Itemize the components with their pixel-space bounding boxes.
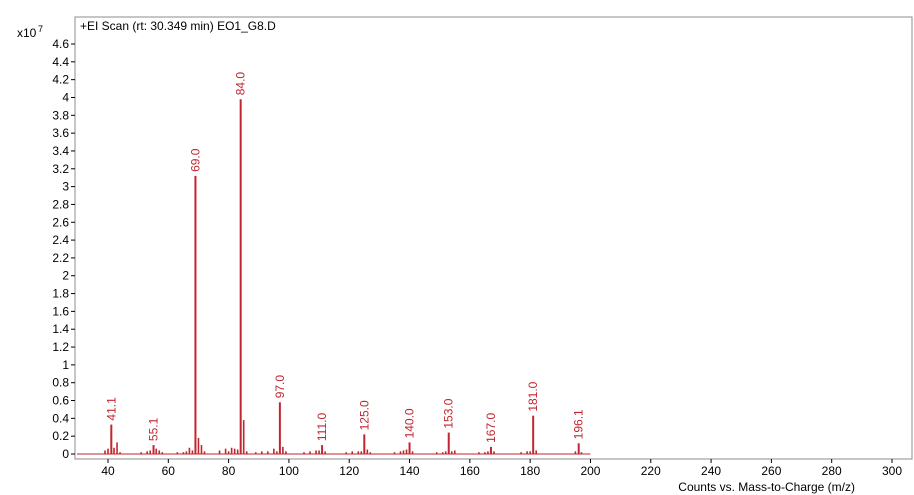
y-axis: 0 0.2 0.4 0.6 0.8 1 1.2 1.4 1.6 1.8 2 2.2 2.4 2.6 2.8 3… xyxy=(52,37,75,461)
x-tick-label: 300 xyxy=(882,464,902,478)
y-tick-label: 0.8 xyxy=(52,376,69,390)
x-tick-label: 160 xyxy=(460,464,480,478)
y-tick-label: 1.2 xyxy=(52,340,69,354)
y-tick-label: 1.4 xyxy=(52,322,69,336)
peak-label: 84.0 xyxy=(234,72,248,96)
peak-label: 153.0 xyxy=(442,398,456,428)
peak-label: 181.0 xyxy=(526,381,540,411)
y-tick-label: 3.8 xyxy=(52,108,69,122)
peak-label: 55.1 xyxy=(147,417,161,441)
x-tick-label: 100 xyxy=(279,464,299,478)
y-tick-label: 4.4 xyxy=(52,55,69,69)
peak-label: 125.0 xyxy=(357,400,371,430)
y-tick-label: 2.4 xyxy=(52,233,69,247)
y-tick-label: 3.2 xyxy=(52,162,69,176)
peak-label: 140.0 xyxy=(403,408,417,438)
y-tick-label: 2 xyxy=(62,269,69,283)
y-tick-label: 0.4 xyxy=(52,411,69,425)
y-tick-label: 1.8 xyxy=(52,287,69,301)
y-tick-label: 2.2 xyxy=(52,251,69,265)
peak-labels: 41.1 55.1 69.0 84.0 97.0 111.0 125.0 140.0 153.0… xyxy=(104,72,585,443)
peak-label: 111.0 xyxy=(315,413,329,442)
y-tick-label: 0.2 xyxy=(52,429,69,443)
x-tick-label: 180 xyxy=(520,464,540,478)
plot-area-frame xyxy=(74,16,913,460)
x-tick-label: 140 xyxy=(400,464,420,478)
y-tick-label: 4.6 xyxy=(52,37,69,51)
x-axis: 40 60 80 100 120 140 160 180 200 220 240 260 280 300 xyxy=(101,459,902,478)
y-tick-label: 0.6 xyxy=(52,394,69,408)
chart-title: +EI Scan (rt: 30.349 min) EO1_G8.D xyxy=(80,19,276,33)
y-scale-multiplier: x10 7 xyxy=(17,24,43,40)
x-tick-label: 260 xyxy=(761,464,781,478)
x-tick-label: 120 xyxy=(339,464,359,478)
y-tick-label: 1 xyxy=(62,358,69,372)
y-scale-base: x10 xyxy=(17,26,37,40)
x-tick-label: 60 xyxy=(162,464,176,478)
y-tick-label: 4.2 xyxy=(52,73,69,87)
x-tick-label: 280 xyxy=(822,464,842,478)
y-scale-exponent: 7 xyxy=(38,24,43,34)
y-tick-label: 1.6 xyxy=(52,304,69,318)
peak-label: 69.0 xyxy=(188,148,202,172)
x-tick-label: 80 xyxy=(222,464,236,478)
y-tick-label: 0 xyxy=(62,447,69,461)
y-tick-label: 3 xyxy=(62,180,69,194)
y-tick-label: 2.8 xyxy=(52,197,69,211)
peak-label: 167.0 xyxy=(484,413,498,443)
x-axis-label: Counts vs. Mass-to-Charge (m/z) xyxy=(678,480,855,494)
x-tick-label: 40 xyxy=(101,464,115,478)
y-tick-label: 2.6 xyxy=(52,215,69,229)
x-tick-label: 200 xyxy=(580,464,600,478)
x-tick-label: 240 xyxy=(701,464,721,478)
y-tick-label: 4 xyxy=(62,90,69,104)
y-tick-label: 3.4 xyxy=(52,144,69,158)
y-tick-label: 3.6 xyxy=(52,126,69,140)
spectrum-peaks xyxy=(77,99,591,455)
peak-label: 41.1 xyxy=(104,397,118,421)
peak-label: 97.0 xyxy=(273,375,287,399)
peak-label: 196.1 xyxy=(572,409,586,439)
x-tick-label: 220 xyxy=(641,464,661,478)
